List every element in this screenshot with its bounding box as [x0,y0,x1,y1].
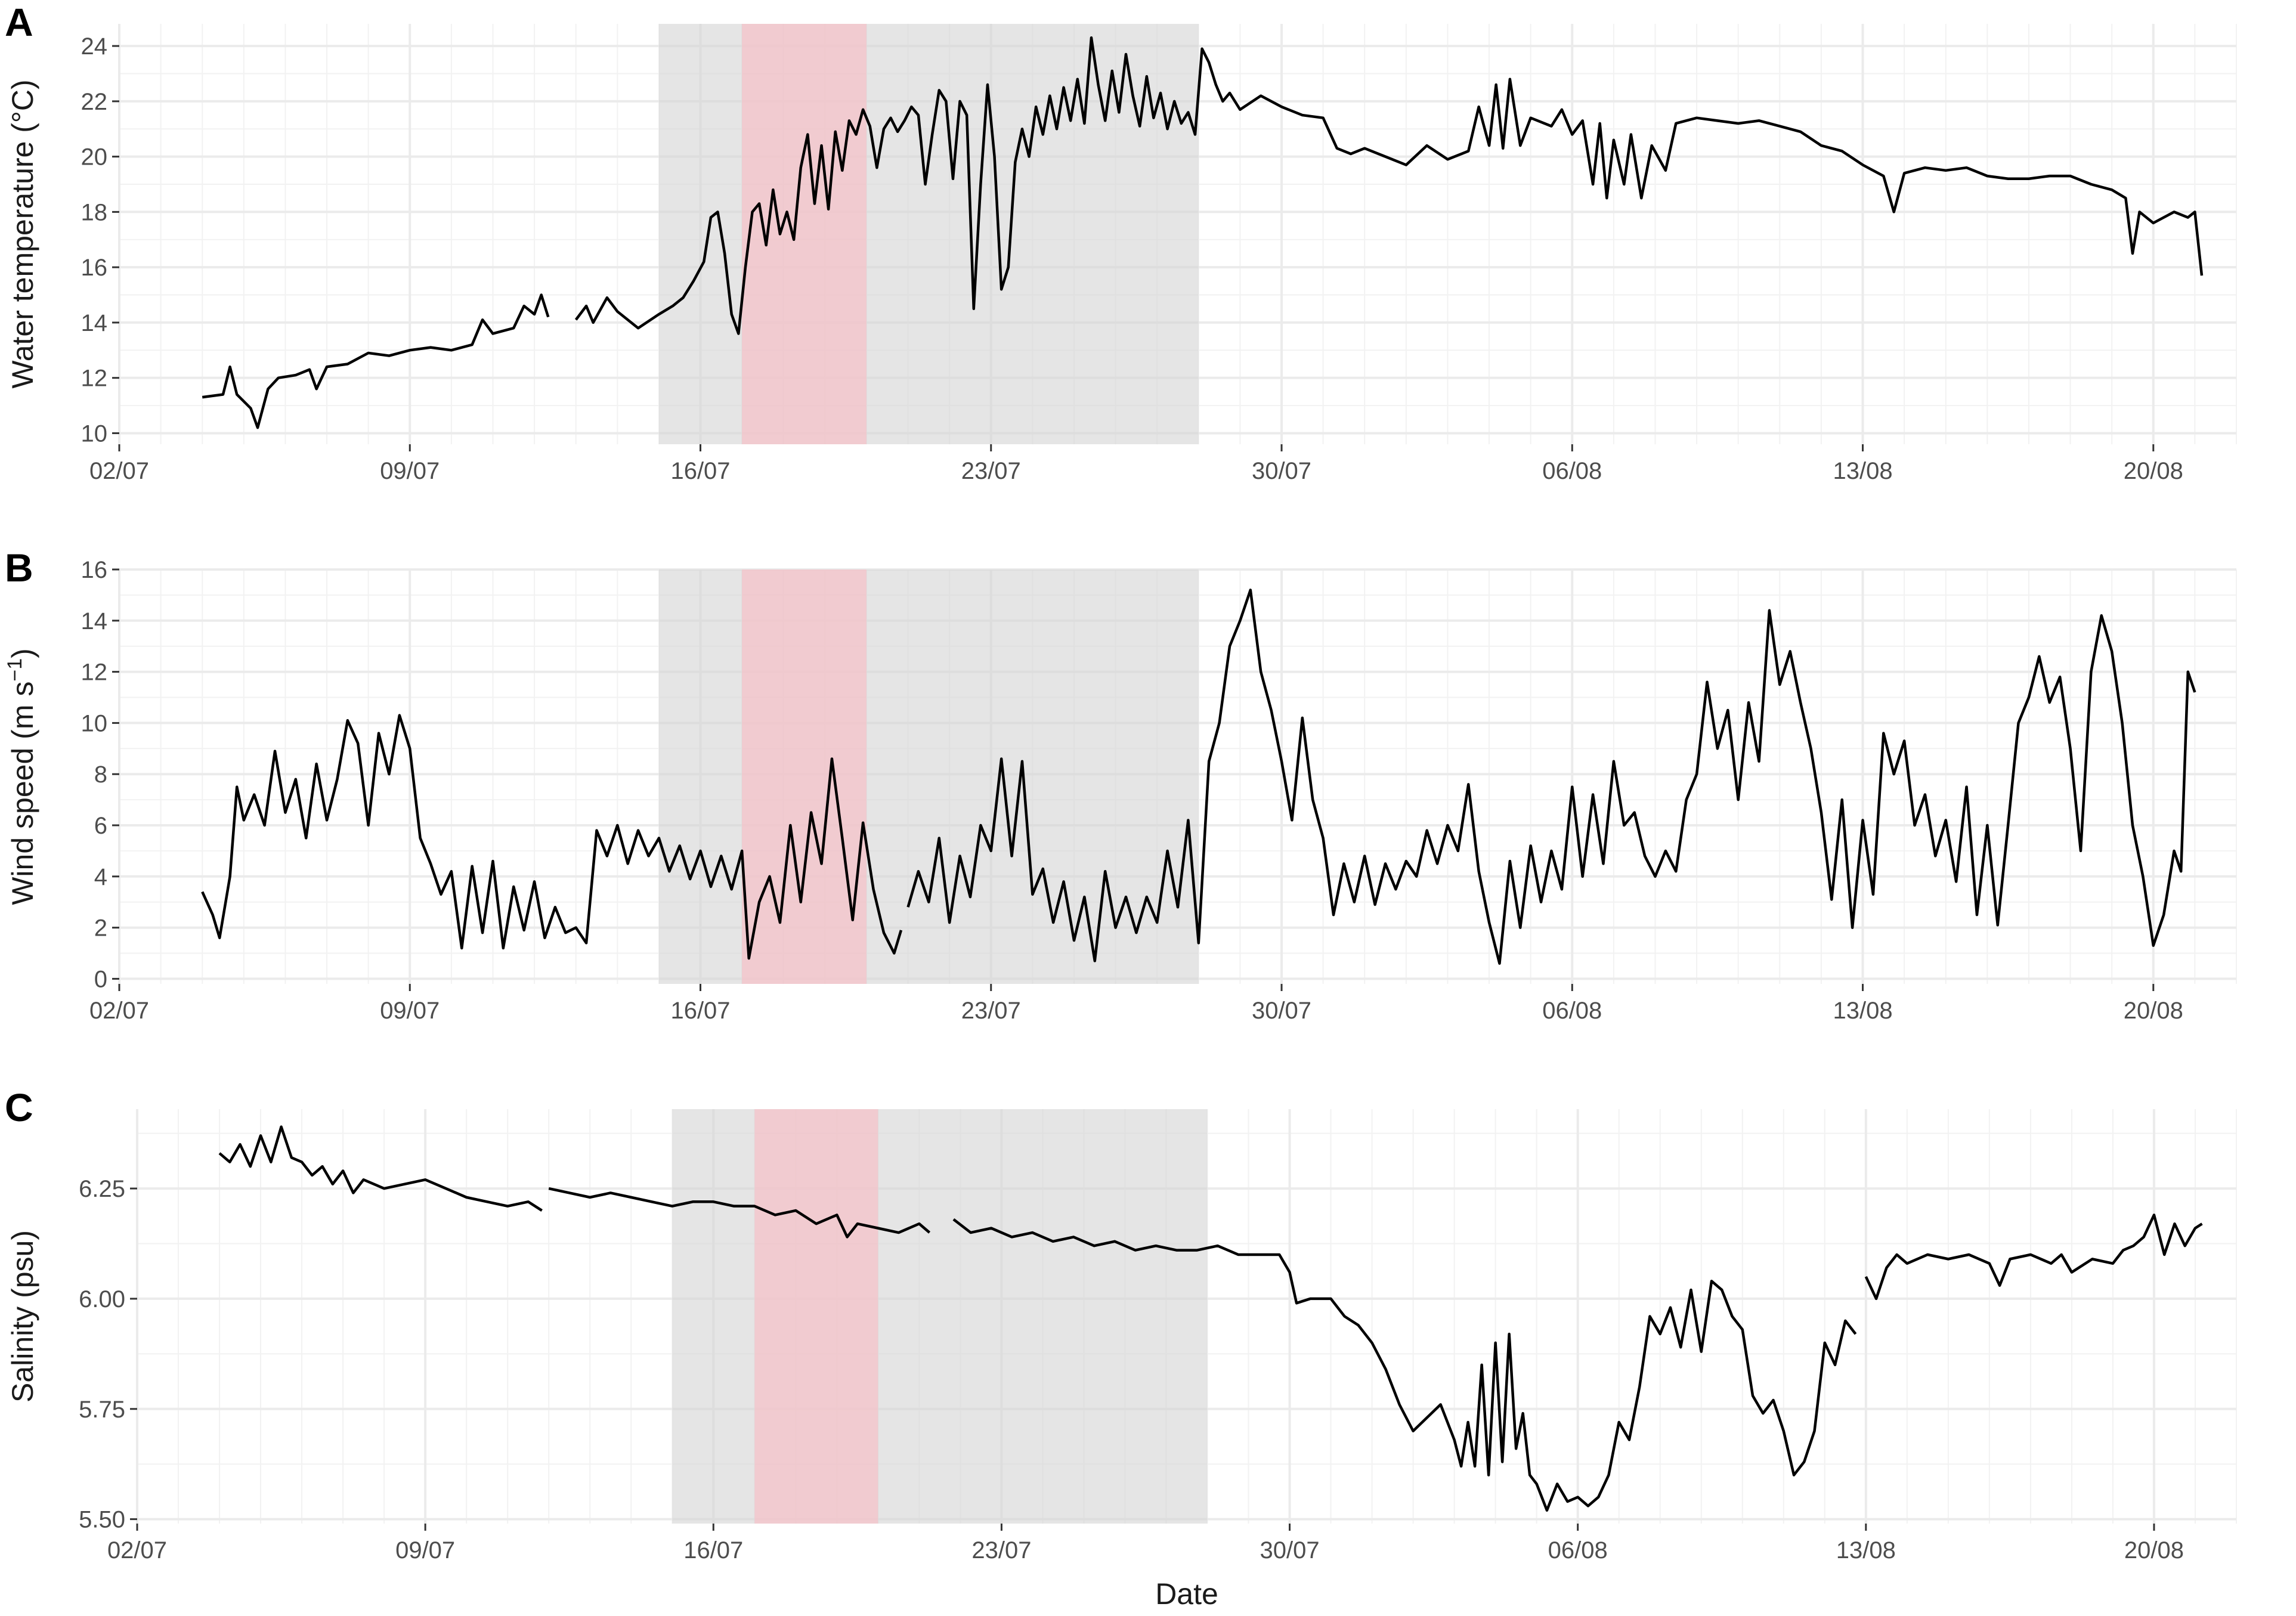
y-tick-label: 0 [94,966,107,992]
y-axis-title: Wind speed (m s−1) [4,648,39,905]
x-tick-label: 16/07 [683,1537,743,1564]
y-tick-label: 5.75 [79,1397,125,1423]
y-tick-label: 6 [94,813,107,839]
panel-label: A [5,0,33,44]
series-line [201,714,903,960]
series-line [952,1218,1857,1512]
x-tick-label: 06/08 [1542,458,1602,484]
x-tick-label: 16/07 [670,458,730,484]
y-tick-label: 16 [81,255,108,281]
x-tick-label: 16/07 [670,998,730,1024]
x-tick-label: 30/07 [1252,458,1311,484]
shaded-period-grey [658,24,1199,444]
series-line [906,589,2196,965]
x-axis-title: Date [1155,1577,1218,1611]
x-tick-label: 02/07 [107,1537,167,1564]
y-tick-label: 8 [94,761,107,788]
panel-a: 02/07 09/07 16/07 23/07 30/07 06/08 13/08 20/08… [5,0,2237,484]
y-tick-label: 10 [81,710,108,736]
y-tick-label: 12 [81,660,108,686]
shaded-period-red [754,1109,878,1524]
x-tick-label: 02/07 [89,998,149,1024]
x-tick-label: 06/08 [1542,998,1602,1024]
y-tick-label: 5.50 [79,1507,125,1533]
x-tick-label: 23/07 [961,458,1021,484]
panel-b: 02/07 09/07 16/07 23/07 30/07 06/08 13/08 20/08… [4,546,2237,1024]
shaded-period-red [742,24,867,444]
y-tick-label: 6.25 [79,1176,125,1202]
x-tick-label: 09/07 [380,998,440,1024]
x-tick-label: 23/07 [961,998,1021,1024]
x-tick-label: 09/07 [380,458,440,484]
x-tick-label: 20/08 [2124,458,2183,484]
shaded-period-red [742,569,867,984]
x-tick-label: 13/08 [1833,458,1892,484]
x-tick-label: 30/07 [1260,1537,1319,1564]
x-tick-label: 13/08 [1836,1537,1896,1564]
panel-c: 02/07 09/07 16/07 23/07 30/07 06/08 13/08 20/08… [5,1085,2237,1564]
y-tick-label: 14 [81,608,108,634]
x-tick-label: 13/08 [1833,998,1892,1024]
series-line [202,293,550,429]
panel-label: C [5,1085,33,1129]
x-tick-label: 02/07 [89,458,149,484]
y-tick-label: 24 [81,33,108,60]
series-line [218,1125,543,1212]
series-line [1864,1213,2203,1301]
y-tick-label: 18 [81,199,108,225]
series-line [574,36,2204,335]
y-axis-title: Salinity (psu) [6,1230,39,1403]
y-tick-label: 22 [81,89,108,115]
x-tick-label: 20/08 [2124,1537,2184,1564]
y-tick-label: 16 [81,557,108,583]
x-tick-label: 09/07 [395,1537,455,1564]
shaded-period-grey [672,1109,1208,1524]
y-tick-label: 14 [81,310,108,336]
y-tick-label: 4 [94,864,107,890]
x-tick-label: 30/07 [1252,998,1311,1024]
series-line [548,1187,931,1239]
y-axis-title: Water temperature (°C) [6,79,39,388]
y-tick-label: 12 [81,366,108,392]
y-tick-label: 2 [94,915,107,942]
x-tick-label: 06/08 [1548,1537,1608,1564]
y-tick-label: 20 [81,144,108,171]
x-tick-label: 23/07 [971,1537,1031,1564]
y-tick-label: 6.00 [79,1286,125,1312]
panel-label: B [5,546,33,590]
x-tick-label: 20/08 [2124,998,2183,1024]
y-tick-label: 10 [81,420,108,447]
